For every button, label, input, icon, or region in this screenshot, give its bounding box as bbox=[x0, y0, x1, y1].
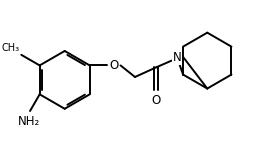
Text: O: O bbox=[152, 94, 161, 107]
Text: NH₂: NH₂ bbox=[18, 115, 40, 128]
Text: O: O bbox=[109, 59, 119, 72]
Text: N: N bbox=[173, 51, 182, 64]
Text: CH₃: CH₃ bbox=[1, 43, 19, 53]
